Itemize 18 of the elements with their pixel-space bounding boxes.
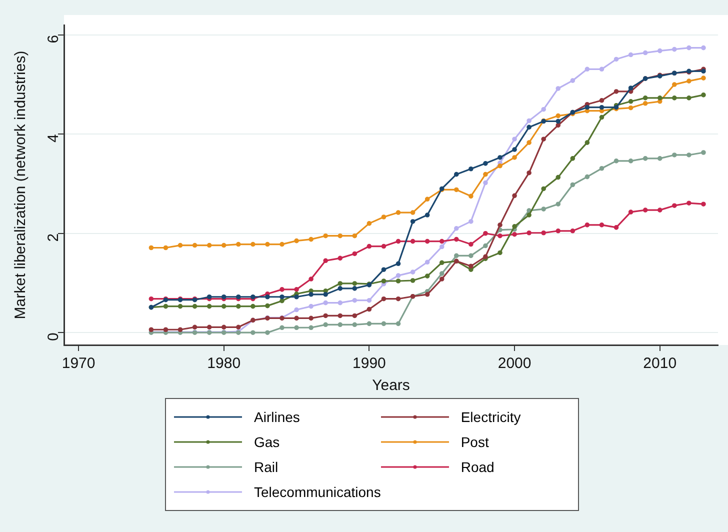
x-tick-label: 2010: [643, 355, 677, 372]
y-tick-label: 2: [45, 233, 62, 242]
legend-label: Gas: [254, 434, 280, 450]
x-axis-title: Years: [372, 377, 410, 394]
y-axis-title: Market liberalization (network industries): [12, 50, 30, 320]
legend-label: Electricity: [460, 409, 521, 425]
x-tick-label: 2000: [498, 355, 532, 372]
legend-label: Road: [460, 459, 494, 475]
x-tick-label: 1980: [207, 355, 241, 372]
legend-label: Rail: [254, 459, 278, 475]
y-tick-label: 6: [45, 34, 62, 44]
x-tick-label: 1990: [352, 355, 386, 372]
y-tick-label: 4: [45, 134, 62, 142]
y-tick-label: 0: [45, 332, 62, 341]
x-tick-label: 1970: [62, 355, 96, 372]
legend-label: Post: [460, 434, 489, 450]
legend-label: Telecommunications: [254, 484, 381, 500]
legend-label: Airlines: [254, 409, 300, 425]
